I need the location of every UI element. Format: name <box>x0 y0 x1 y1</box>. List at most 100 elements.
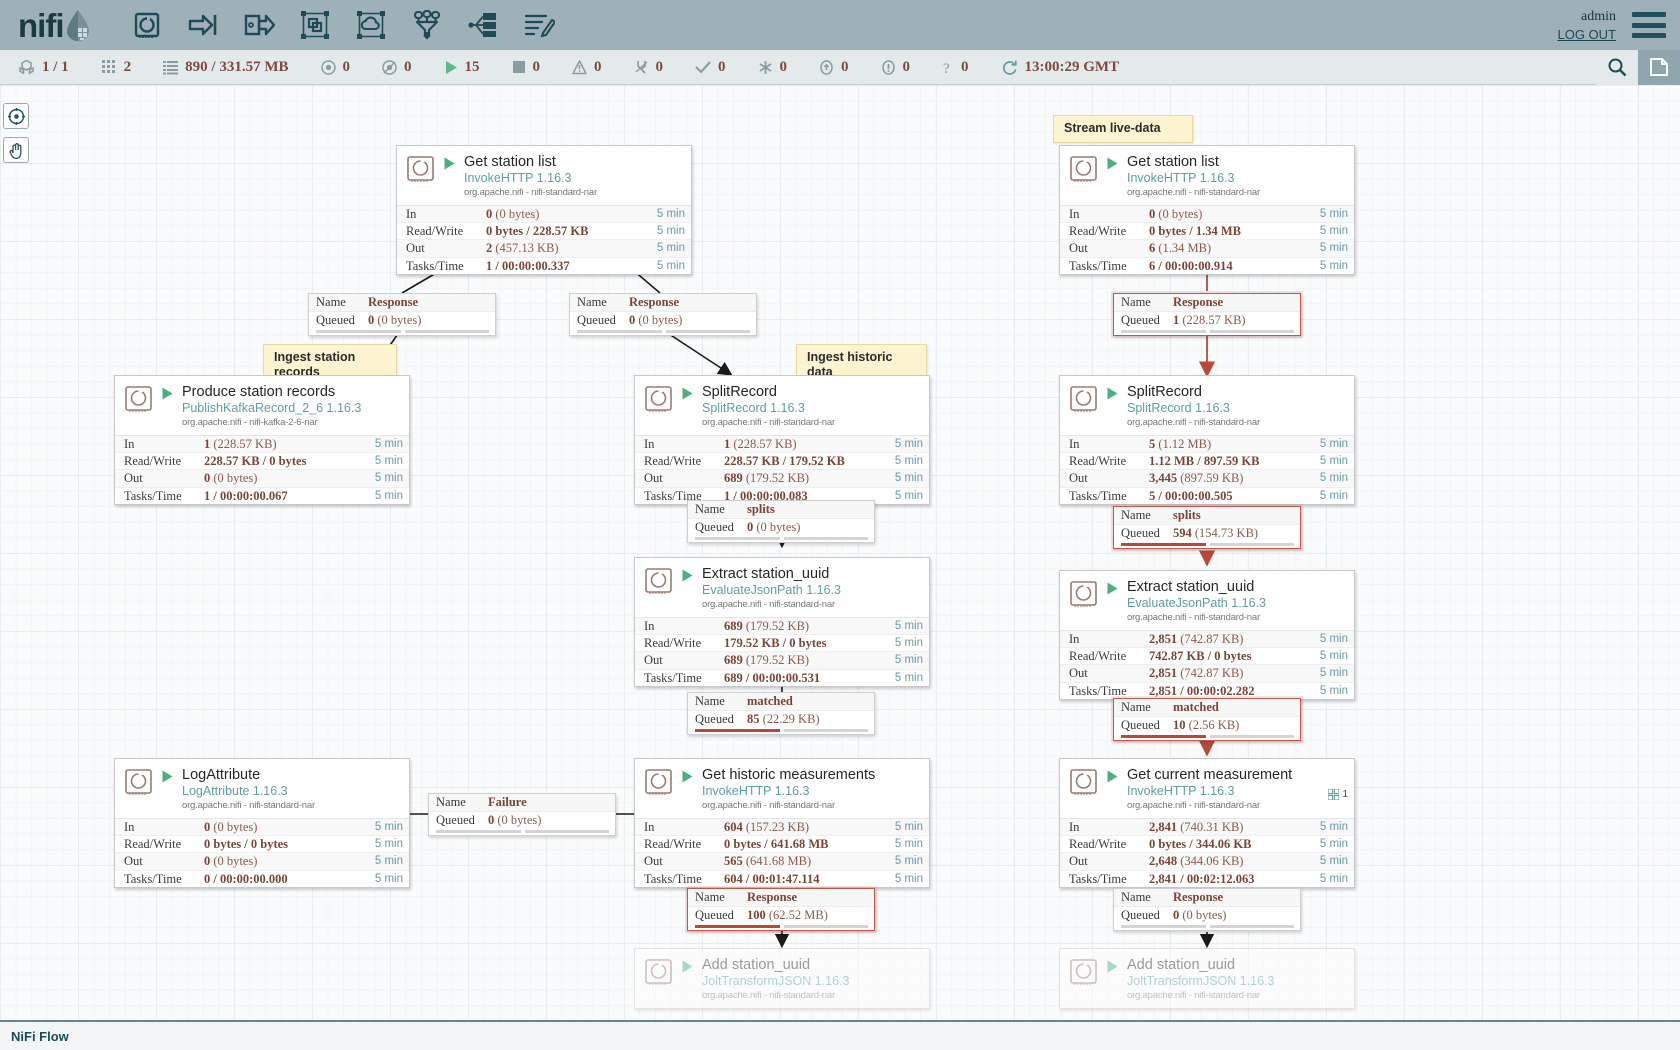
connection-response-historic-bottom[interactable]: Name Response Queued 100 (62.52 MB) <box>687 888 875 931</box>
template-icon[interactable] <box>465 8 501 42</box>
stat-time: 5 min <box>1319 242 1348 255</box>
connection-queued-value: 0 (0 bytes) <box>368 313 422 327</box>
flow-canvas[interactable]: Stream live-data Ingest station records … <box>0 85 1680 1050</box>
stopped-stat: 0 <box>512 59 540 76</box>
connection-splits-live[interactable]: Name splits Queued 594 (154.73 KB) <box>1113 506 1301 549</box>
connection-queued-key: Queued <box>1121 313 1160 327</box>
processor-get-historic-measurements[interactable]: Get historic measurements InvokeHTTP 1.16… <box>634 758 930 888</box>
remote-process-group-icon[interactable] <box>353 8 389 42</box>
connection-name-key: Name <box>577 295 607 309</box>
processor-produce-station-records[interactable]: Produce station records PublishKafkaRecor… <box>114 375 410 505</box>
input-port-icon[interactable] <box>185 8 221 42</box>
connection-queued-value: 0 (0 bytes) <box>629 313 683 327</box>
stat-value: 1.12 MB / 897.59 KB <box>1149 454 1260 469</box>
stat-label: Tasks/Time <box>406 258 464 273</box>
connection-response-middle[interactable]: Name Response Queued 0 (0 bytes) <box>569 293 757 336</box>
pan-tool[interactable] <box>3 137 29 163</box>
connection-name-key: Name <box>1121 508 1151 522</box>
processor-icon[interactable] <box>129 8 165 42</box>
size-threshold-bar <box>665 330 750 333</box>
processor-stat-row: In 2,841 (740.31 KB) 5 min <box>1060 819 1354 837</box>
processor-header: LogAttribute LogAttribute 1.16.3 org.apach… <box>115 759 409 818</box>
processor-icon <box>644 768 673 797</box>
run-status-play-icon <box>682 960 693 978</box>
stat-value: 228.57 KB / 179.52 KB <box>724 454 845 469</box>
processor-stat-row: In 0 (0 bytes) 5 min <box>397 206 691 224</box>
stat-label: In <box>1069 207 1080 221</box>
menu-icon[interactable] <box>1632 12 1666 38</box>
stat-time: 5 min <box>656 225 685 238</box>
connection-failure[interactable]: Name Failure Queued 0 (0 bytes) <box>428 793 616 836</box>
connection-relationship: splits <box>1173 508 1201 522</box>
processor-splitrecord-historic[interactable]: SplitRecord SplitRecord 1.16.3 org.apache.… <box>634 375 930 505</box>
connection-relationship: Response <box>747 890 798 904</box>
connection-matched-live[interactable]: Name matched Queued 10 (2.56 KB) <box>1113 698 1301 741</box>
processor-name: Extract station_uuid <box>1127 579 1255 595</box>
processor-get-station-list-historic[interactable]: Get station list InvokeHTTP 1.16.3 org.apa… <box>396 145 692 275</box>
label-stream-live-data[interactable]: Stream live-data <box>1053 115 1193 143</box>
connection-response-left[interactable]: Name Response Queued 0 (0 bytes) <box>308 293 496 336</box>
flowfiles-stat: 890 / 331.57 MB <box>163 59 289 76</box>
stat-label: Read/Write <box>644 837 702 852</box>
processor-logattribute[interactable]: LogAttribute LogAttribute 1.16.3 org.apach… <box>114 758 410 888</box>
stat-label: Read/Write <box>124 454 182 469</box>
navigate-icon <box>7 107 25 125</box>
stat-time: 5 min <box>1319 455 1348 468</box>
connection-name-row: Name splits <box>1114 507 1300 525</box>
connection-name-row: Name matched <box>1114 699 1300 717</box>
output-port-icon[interactable] <box>241 8 277 42</box>
processor-add-station-uuid-live[interactable]: Add station_uuid JoltTransformJSON 1.16.3… <box>1059 948 1355 1009</box>
connection-relationship: Response <box>1173 295 1224 309</box>
processor-extract-station-uuid-live[interactable]: Extract station_uuid EvaluateJsonPath 1.1… <box>1059 570 1355 700</box>
connection-name-row: Name splits <box>688 501 874 519</box>
processor-stat-row: Out 565 (641.68 MB) 5 min <box>635 853 929 871</box>
processor-stat-row: Out 6 (1.34 MB) 5 min <box>1060 240 1354 258</box>
processor-stat-row: Out 689 (179.52 KB) 5 min <box>635 652 929 670</box>
stat-value: 2,841 (740.31 KB) <box>1149 820 1244 834</box>
process-group-icon[interactable] <box>297 8 333 42</box>
connection-response-live[interactable]: Name Response Queued 1 (228.57 KB) <box>1113 293 1301 336</box>
connection-queued-key: Queued <box>577 313 616 327</box>
active-thread-badge: 1 <box>1328 789 1348 800</box>
processor-type: InvokeHTTP 1.16.3 <box>1127 784 1235 798</box>
processor-get-current-measurement[interactable]: Get current measurement InvokeHTTP 1.16.3… <box>1059 758 1355 888</box>
logout-link[interactable]: LOG OUT <box>1557 26 1616 42</box>
navigate-tool[interactable] <box>3 103 29 129</box>
processor-extract-station-uuid-historic[interactable]: Extract station_uuid EvaluateJsonPath 1.1… <box>634 557 930 687</box>
connection-queued-row: Queued 85 (22.29 KB) <box>688 711 874 728</box>
stat-time: 5 min <box>374 489 403 502</box>
processor-name: Get station list <box>1127 154 1219 170</box>
connection-backpressure-bars <box>1114 924 1300 930</box>
processor-name: LogAttribute <box>182 767 261 783</box>
processor-titles: Extract station_uuid EvaluateJsonPath 1.1… <box>702 566 921 611</box>
stat-time: 5 min <box>374 472 403 485</box>
stat-time: 5 min <box>894 472 923 485</box>
notepad-icon[interactable] <box>1638 49 1680 85</box>
stat-label: In <box>124 820 135 834</box>
processor-type: EvaluateJsonPath 1.16.3 <box>702 583 841 597</box>
object-threshold-bar <box>1121 543 1206 546</box>
search-icon[interactable] <box>1596 49 1638 85</box>
thread-count: 1 <box>1342 789 1348 800</box>
processor-splitrecord-live[interactable]: SplitRecord SplitRecord 1.16.3 org.apache.… <box>1059 375 1355 505</box>
stat-label: Out <box>644 854 663 869</box>
stat-time: 5 min <box>894 489 923 502</box>
invalid-stat: 0 <box>572 59 602 76</box>
nifi-logo[interactable]: nifi <box>18 9 91 42</box>
component-toolbar <box>129 8 557 42</box>
up-to-date-stat: 0 <box>695 59 726 76</box>
processor-stats: In 0 (0 bytes) 5 min Read/Write 0 bytes / 1.… <box>1060 205 1354 274</box>
processor-add-station-uuid-historic[interactable]: Add station_uuid JoltTransformJSON 1.16.3… <box>634 948 930 1009</box>
connection-response-live-bottom[interactable]: Name Response Queued 0 (0 bytes) <box>1113 888 1301 931</box>
processor-bundle: org.apache.nifi - nifi-standard-nar <box>1127 612 1260 623</box>
processor-get-station-list-live[interactable]: Get station list InvokeHTTP 1.16.3 org.apa… <box>1059 145 1355 275</box>
label-icon[interactable] <box>521 8 557 42</box>
stat-label: Read/Write <box>644 636 702 651</box>
connection-splits-historic[interactable]: Name splits Queued 0 (0 bytes) <box>687 500 875 543</box>
connection-queued-row: Queued 1 (228.57 KB) <box>1114 312 1300 329</box>
connection-matched-historic[interactable]: Name matched Queued 85 (22.29 KB) <box>687 692 875 735</box>
funnel-icon[interactable] <box>409 8 445 42</box>
hand-icon <box>9 142 21 159</box>
stat-time: 5 min <box>894 654 923 667</box>
connection-queued-key: Queued <box>1121 526 1160 540</box>
